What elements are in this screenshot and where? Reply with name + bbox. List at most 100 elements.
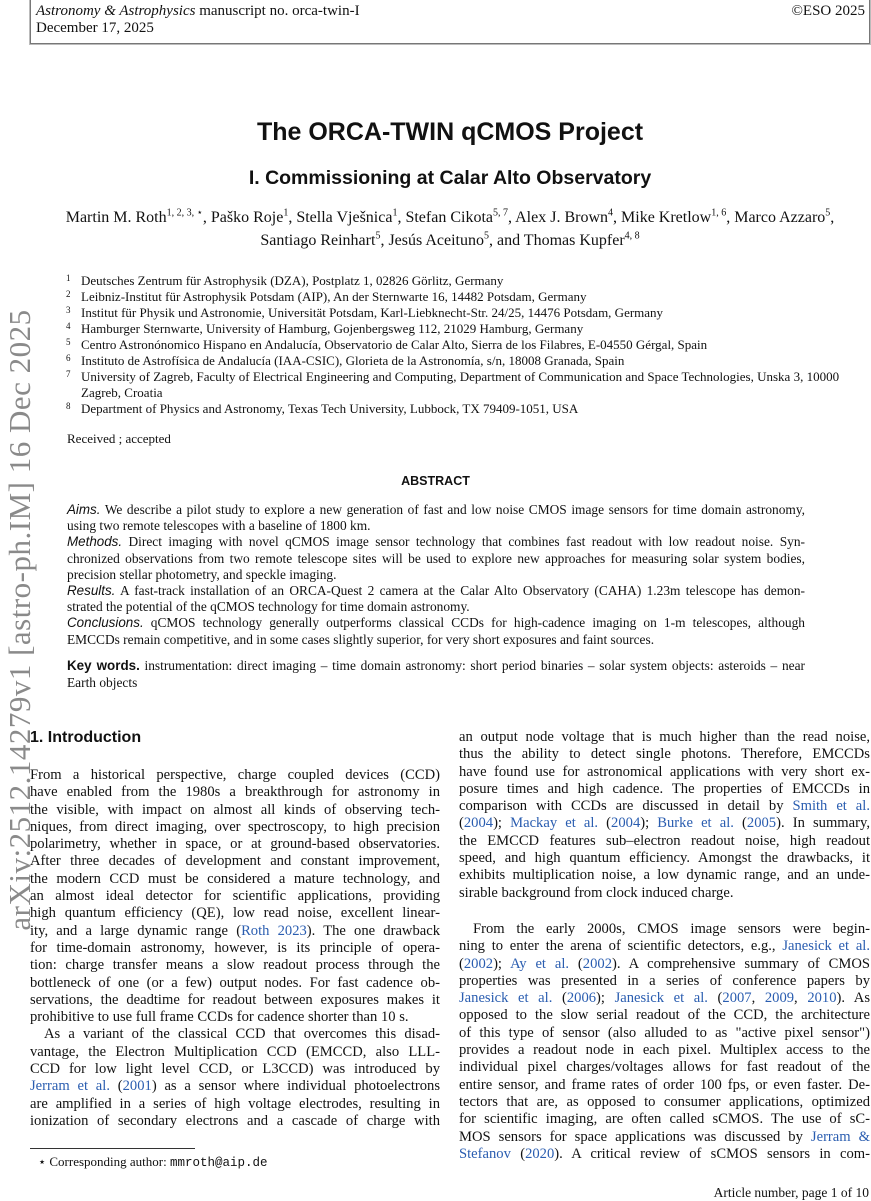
citation-link[interactable]: Mackay et al. bbox=[510, 815, 599, 832]
journal-name: Astronomy & Astrophysics bbox=[36, 3, 196, 19]
body-line: As a variant of the classical CCD that o… bbox=[30, 1026, 440, 1043]
text-run: vantage, the Electron Multiplication CCD… bbox=[30, 1043, 440, 1060]
body-line: comparison with CCDs are discussed in de… bbox=[459, 798, 870, 815]
text-run: As a variant of the classical CCD that o… bbox=[44, 1026, 440, 1043]
body-line: ionization of secondary electrons and a … bbox=[30, 1113, 440, 1130]
body-line: of this type of sensor (also alluded to … bbox=[459, 1025, 870, 1042]
body-line: opposed to the slow serial readout of th… bbox=[459, 1007, 870, 1024]
footnote-label: Corresponding author: bbox=[46, 1154, 170, 1169]
affiliation-text: Deutsches Zentrum für Astrophysik (DZA),… bbox=[81, 273, 504, 288]
text-run: ); bbox=[493, 955, 511, 972]
text-run: using two remote telescopes with a basel… bbox=[67, 518, 371, 534]
citation-link[interactable]: 2020 bbox=[525, 1145, 555, 1162]
citation-link[interactable]: 2007 bbox=[722, 990, 752, 1007]
citation-link[interactable]: 2005 bbox=[746, 815, 777, 832]
text-run: From the early 2000s, CMOS image sensors… bbox=[473, 920, 870, 937]
text-run: , bbox=[794, 990, 808, 1007]
citation-link[interactable]: Janesick et al. bbox=[782, 938, 870, 955]
text-run: ( bbox=[707, 990, 723, 1007]
body-line: bottleneck of one (or a few) output node… bbox=[30, 975, 440, 992]
text-run: ( bbox=[109, 1078, 123, 1095]
body-line: an output node voltage that is much high… bbox=[459, 729, 870, 746]
affiliation: 1 Deutsches Zentrum für Astrophysik (DZA)… bbox=[66, 273, 846, 289]
body-line: polarimetry, whether in space, or at gro… bbox=[30, 836, 440, 853]
citation-link[interactable]: Jerram & bbox=[810, 1128, 870, 1145]
abstract-line: Results. A fast-track installation of an… bbox=[67, 583, 805, 599]
manuscript-number: manuscript no. orca-twin-I bbox=[195, 3, 360, 19]
text-run: ); bbox=[493, 815, 511, 832]
footnote: ⋆ Corresponding author: mmroth@aip.de bbox=[38, 1154, 268, 1170]
text-run: ). A comprehensive summary of CMOS bbox=[611, 955, 871, 972]
citation-link[interactable]: 2009 bbox=[764, 990, 795, 1007]
body-line: From the early 2000s, CMOS image sensors… bbox=[459, 921, 870, 938]
affiliation-number: 6 bbox=[66, 353, 71, 363]
citation-link[interactable]: 2006 bbox=[566, 990, 597, 1007]
keywords-label: Key words. bbox=[67, 658, 140, 673]
text-run: comparison with CCDs are discussed in de… bbox=[459, 798, 793, 815]
author: Stella Vješnica1 bbox=[296, 207, 398, 226]
author-list: Martin M. Roth1, 2, 3, ⋆, Paško Roje1, S… bbox=[65, 207, 835, 249]
body-line: Janesick et al. (2006); Janesick et al. … bbox=[459, 990, 870, 1007]
text-run: ( bbox=[733, 815, 747, 832]
author-affiliation-marker: 4, 8 bbox=[624, 230, 640, 242]
author-email[interactable]: mmroth@aip.de bbox=[169, 1156, 268, 1170]
copyright: ©ESO 2025 bbox=[791, 3, 865, 19]
author: Marco Azzaro5 bbox=[734, 207, 831, 226]
citation-link[interactable]: 2010 bbox=[807, 990, 837, 1007]
text-run: ). The one drawback bbox=[306, 922, 441, 939]
citation-link[interactable]: 2002 bbox=[463, 955, 494, 972]
text-run: ionization of secondary electrons and a … bbox=[30, 1112, 440, 1129]
abstract-heading: ABSTRACT bbox=[401, 474, 470, 488]
page-footer: Article number, page 1 of 10 bbox=[713, 1185, 869, 1200]
citation-link[interactable]: 2002 bbox=[582, 955, 612, 972]
body-line: CCD for low light level CCD, or L3CCD) w… bbox=[30, 1061, 440, 1078]
author-affiliation-marker: 5 bbox=[825, 207, 831, 219]
citation-link[interactable]: Jerram et al. bbox=[30, 1078, 110, 1095]
citation-link[interactable]: Ay et al. bbox=[510, 955, 570, 972]
text-run: prohibitive to use full frame CCDs for c… bbox=[30, 1009, 409, 1026]
citation-link[interactable]: 2001 bbox=[122, 1078, 152, 1095]
text-run: tion: charge transfer means a slow reado… bbox=[30, 957, 440, 974]
header-date: December 17, 2025 bbox=[36, 20, 154, 36]
body-line: servations, the deadtime for readout bet… bbox=[30, 992, 440, 1009]
citation-link[interactable]: Janesick et al. bbox=[459, 990, 553, 1007]
citation-link[interactable]: Janesick et al. bbox=[614, 990, 708, 1007]
affiliation: 4 Hamburger Sternwarte, University of Ham… bbox=[66, 321, 846, 337]
citation-link[interactable]: 2004 bbox=[611, 815, 641, 832]
body-line: for time-domain astronomy, however, is i… bbox=[30, 940, 440, 957]
citation-link[interactable]: Smith et al. bbox=[792, 798, 870, 815]
author-affiliation-marker: 4 bbox=[608, 207, 614, 219]
body-line: niques, from direct imaging, over spectr… bbox=[30, 819, 440, 836]
text-run: Earth objects bbox=[67, 675, 138, 690]
text-run: an output node voltage that is much high… bbox=[459, 729, 870, 745]
text-run: ity, and a large dynamic range ( bbox=[30, 922, 242, 939]
footnote-marker: ⋆ bbox=[38, 1154, 47, 1169]
affiliation: 6 Instituto de Astrofísica de Andalucía (… bbox=[66, 353, 846, 369]
affiliation-number: 7 bbox=[66, 369, 71, 379]
text-run: precision stellar photometry, and speckl… bbox=[67, 566, 337, 582]
affiliation-list: 1 Deutsches Zentrum für Astrophysik (DZA)… bbox=[66, 273, 846, 417]
text-run: individual pixel charges/voltages allows… bbox=[459, 1059, 870, 1076]
abstract-line: chronized observations from two remote t… bbox=[67, 551, 805, 567]
citation-link[interactable]: Stefanov bbox=[459, 1145, 511, 1162]
text-run: servations, the deadtime for readout bet… bbox=[30, 991, 440, 1008]
author: Mike Kretlow1, 6 bbox=[621, 207, 727, 226]
text-run: entire sensor, and frame rates of order … bbox=[459, 1076, 870, 1093]
text-run: ). As bbox=[836, 990, 871, 1007]
text-run: sirable background from clock induced ch… bbox=[459, 884, 734, 901]
left-column-text: From a historical perspective, charge co… bbox=[30, 767, 440, 1130]
body-line: sirable background from clock induced ch… bbox=[459, 885, 870, 902]
text-run: properties was presented in a series of … bbox=[459, 972, 870, 989]
body-line: individual pixel charges/voltages allows… bbox=[459, 1059, 870, 1076]
citation-link[interactable]: 2004 bbox=[463, 815, 494, 832]
citation-link[interactable]: Roth 2023 bbox=[241, 922, 307, 939]
text-run: for time-domain astronomy, however, is i… bbox=[30, 939, 440, 956]
section-heading: 1. Introduction bbox=[30, 729, 142, 746]
keywords-line: Key words. instrumentation: direct imagi… bbox=[67, 657, 805, 674]
affiliation: 7 University of Zagreb, Faculty of Electr… bbox=[66, 369, 846, 401]
citation-link[interactable]: Burke et al. bbox=[657, 815, 734, 832]
author-affiliation-marker: 1 bbox=[283, 207, 289, 219]
keywords-line: Earth objects bbox=[67, 674, 805, 691]
body-line: Jerram et al. (2001) as a sensor where i… bbox=[30, 1078, 440, 1095]
abstract-line: Conclusions. qCMOS technology generally … bbox=[67, 615, 805, 631]
